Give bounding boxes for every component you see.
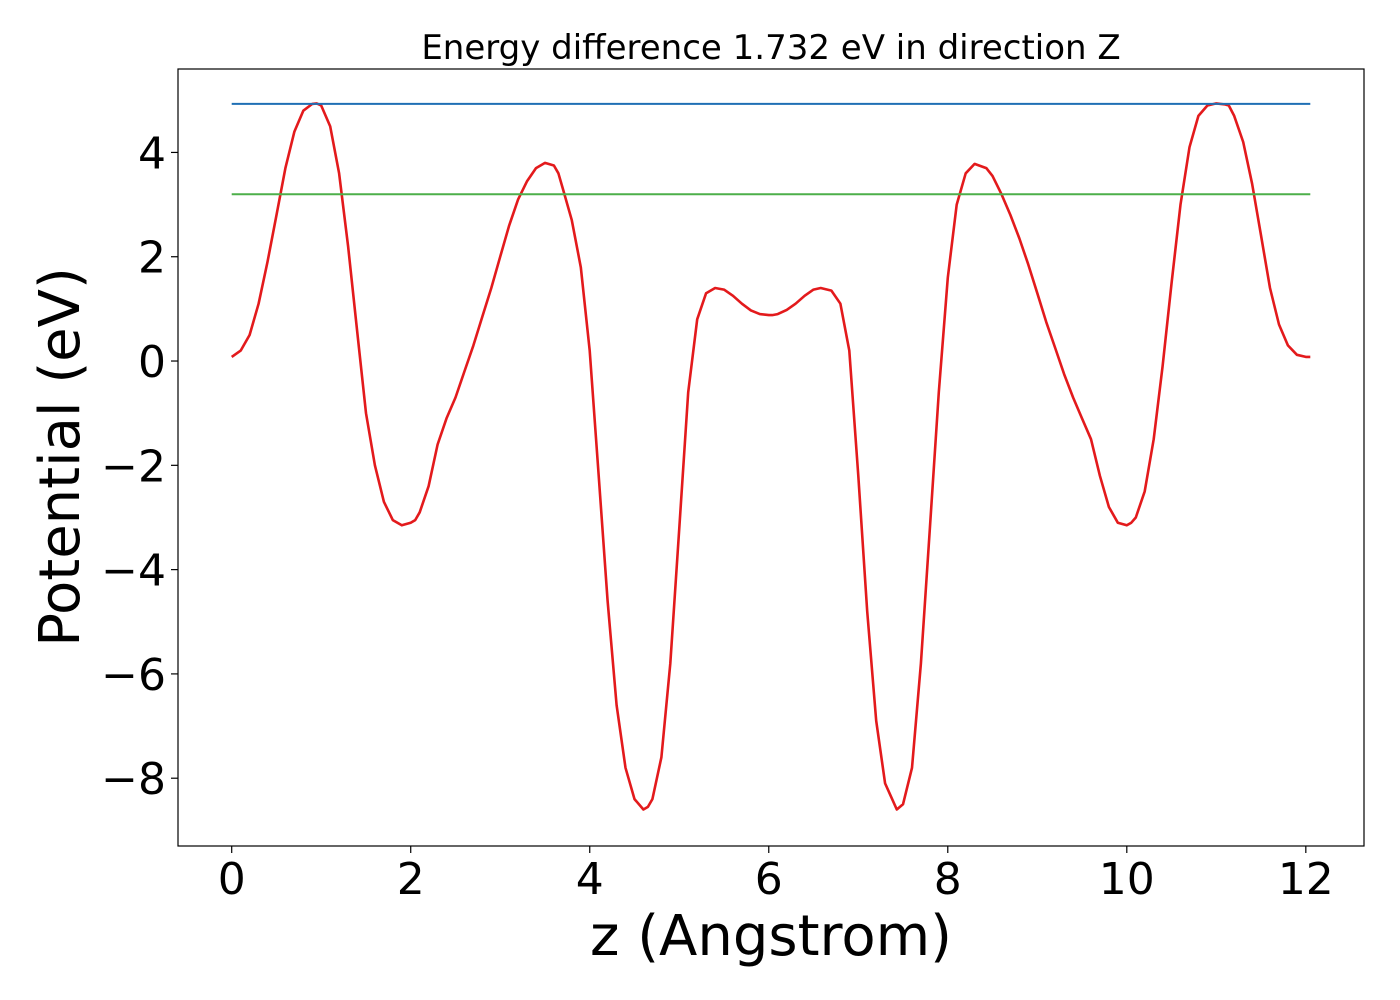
x-tick-label: 12 xyxy=(1278,854,1334,905)
y-tick-label: 0 xyxy=(138,337,166,388)
plot-frame xyxy=(177,68,1365,847)
x-tick-label: 0 xyxy=(218,854,246,905)
x-tick-label: 10 xyxy=(1099,854,1155,905)
x-axis-label: z (Angstrom) xyxy=(590,904,952,969)
series-layer xyxy=(230,102,1311,811)
y-tick-label: −8 xyxy=(101,754,166,805)
y-axis-ticks: −8 −6 −4 −2 0 2 4 xyxy=(101,128,178,805)
x-tick-label: 4 xyxy=(576,854,604,905)
plot-area xyxy=(177,68,1365,847)
series-line-0 xyxy=(230,102,1311,811)
chart-title: Energy difference 1.732 eV in direction … xyxy=(421,28,1120,68)
x-tick-label: 2 xyxy=(397,854,425,905)
y-tick-label: −6 xyxy=(101,650,166,701)
y-tick-label: 2 xyxy=(138,233,166,284)
y-tick-label: 4 xyxy=(138,128,166,179)
y-tick-label: −2 xyxy=(101,441,166,492)
x-tick-label: 8 xyxy=(934,854,962,905)
y-tick-label: −4 xyxy=(101,546,166,597)
x-tick-label: 6 xyxy=(755,854,783,905)
x-axis-ticks: 0 2 4 6 8 10 12 xyxy=(218,846,1334,905)
y-axis-label: Potential (eV) xyxy=(28,267,93,647)
